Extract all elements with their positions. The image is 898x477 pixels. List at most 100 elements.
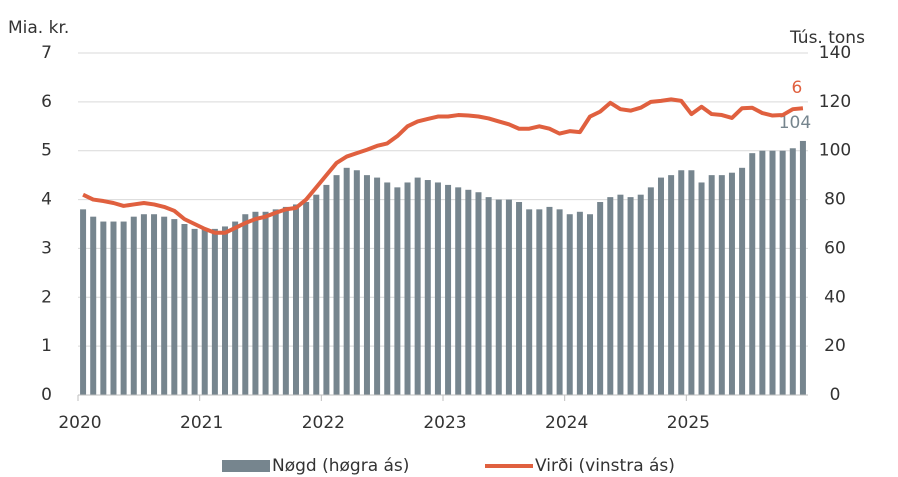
bar [404, 182, 411, 395]
y2-tick-label: 0 [830, 385, 841, 405]
bar [546, 206, 553, 395]
bar [323, 184, 330, 395]
bar [161, 216, 168, 395]
bar [343, 167, 350, 395]
bar [171, 219, 178, 395]
bar [566, 214, 573, 395]
bar [394, 187, 401, 395]
bar [718, 175, 725, 395]
bar [708, 175, 715, 395]
data-label: 6 [792, 78, 803, 98]
bar [587, 214, 594, 395]
bar [232, 221, 239, 395]
legend-label: Virði (vinstra ás) [535, 456, 675, 476]
x-tick-label: 2020 [58, 413, 101, 433]
y-tick-label: 3 [41, 238, 52, 258]
y-tick-label: 6 [41, 92, 52, 112]
x-tick-label: 2025 [667, 413, 710, 433]
bar [526, 209, 533, 395]
y2-tick-label: 60 [824, 238, 846, 258]
y-tick-label: 0 [41, 385, 52, 405]
bar [465, 189, 472, 395]
y-tick-label: 7 [41, 43, 52, 63]
bar [191, 228, 198, 395]
bar [505, 199, 512, 395]
bar [140, 214, 147, 395]
bar [627, 197, 634, 395]
y2-tick-label: 120 [819, 92, 851, 112]
bar [110, 221, 117, 395]
bar [769, 150, 776, 395]
y-tick-label: 2 [41, 287, 52, 307]
data-label: 104 [779, 113, 811, 133]
y2-tick-label: 80 [824, 190, 846, 210]
bar [211, 228, 218, 395]
bar [434, 182, 441, 395]
bar [292, 204, 299, 395]
bar [282, 206, 289, 395]
bar [678, 170, 685, 395]
bar [384, 182, 391, 395]
bar [424, 180, 431, 395]
bar [353, 170, 360, 395]
bar [80, 209, 87, 395]
bar [657, 177, 664, 395]
bar [637, 194, 644, 395]
y-tick-label: 4 [41, 190, 52, 210]
bar [607, 197, 614, 395]
bar [303, 202, 310, 395]
bar [374, 177, 381, 395]
bar [647, 187, 654, 395]
bar [779, 150, 786, 395]
y2-tick-label: 140 [819, 43, 851, 63]
bar [272, 209, 279, 395]
bar [485, 197, 492, 395]
bar [333, 175, 340, 395]
bar [799, 140, 806, 395]
legend-label: Nøgd (høgra ás) [272, 456, 409, 476]
line [82, 97, 804, 235]
bar [252, 211, 259, 395]
y2-tick-label: 100 [819, 141, 851, 161]
bar [100, 221, 107, 395]
bar [668, 175, 675, 395]
bar [617, 194, 624, 395]
y2-axis-title: Tús. tons [789, 28, 865, 48]
bar [495, 199, 502, 395]
x-tick-label: 2022 [302, 413, 345, 433]
bar [445, 184, 452, 395]
bar [556, 209, 563, 395]
x-tick-label: 2023 [423, 413, 466, 433]
bar [597, 202, 604, 395]
y-tick-label: 1 [41, 336, 52, 356]
bar [789, 148, 796, 395]
bar [475, 192, 482, 395]
bar [576, 211, 583, 395]
y2-tick-label: 20 [824, 336, 846, 356]
legend-swatch [222, 460, 270, 472]
bar [130, 216, 137, 395]
bar [698, 182, 705, 395]
bar [536, 209, 543, 395]
bar [242, 214, 249, 395]
y-axis-title: Mia. kr. [8, 18, 69, 38]
bar [759, 150, 766, 395]
bar [262, 211, 269, 395]
y-tick-label: 5 [41, 141, 52, 161]
y2-tick-label: 40 [824, 287, 846, 307]
bar [151, 214, 158, 395]
bar [120, 221, 127, 395]
bar [516, 202, 523, 395]
bar [414, 177, 421, 395]
bar [181, 224, 188, 395]
bar [455, 187, 462, 395]
bar [739, 167, 746, 395]
bar [749, 153, 756, 395]
x-tick-label: 2021 [180, 413, 223, 433]
bar [313, 194, 320, 395]
bar [222, 226, 229, 395]
x-tick-label: 2024 [545, 413, 588, 433]
bar [728, 172, 735, 395]
bar [201, 228, 208, 395]
